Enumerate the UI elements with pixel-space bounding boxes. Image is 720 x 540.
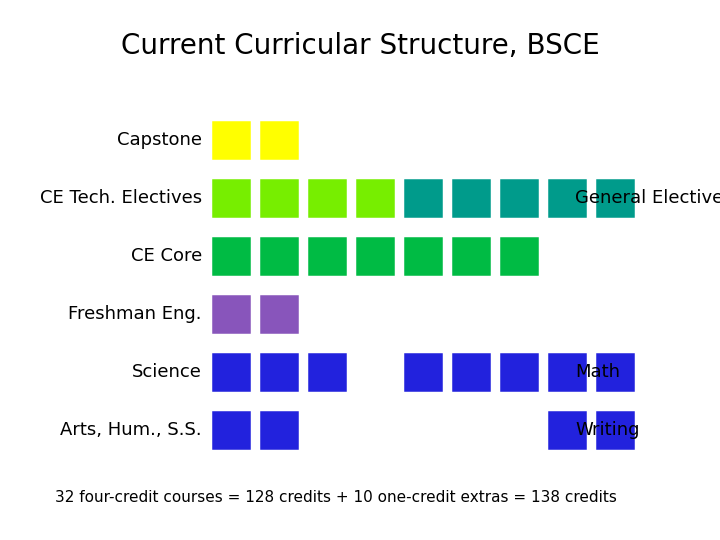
Bar [594,177,636,219]
Bar [354,177,396,219]
Bar [258,293,300,335]
Bar [450,177,492,219]
Bar [306,351,348,393]
Bar [402,177,444,219]
Bar [258,409,300,451]
Text: General Electives: General Electives [575,189,720,207]
Bar [498,177,540,219]
Bar [258,177,300,219]
Bar [402,351,444,393]
Bar [210,293,252,335]
Bar [498,235,540,277]
Bar [354,235,396,277]
Bar [210,351,252,393]
Text: CE Core: CE Core [131,247,202,265]
Bar [258,351,300,393]
Bar [546,409,588,451]
Bar [594,351,636,393]
Text: Capstone: Capstone [117,131,202,149]
Bar [546,177,588,219]
Bar [210,119,252,161]
Bar [450,351,492,393]
Bar [402,235,444,277]
Bar [546,351,588,393]
Text: CE Tech. Electives: CE Tech. Electives [40,189,202,207]
Bar [210,409,252,451]
Text: Writing: Writing [575,421,639,439]
Bar [210,177,252,219]
Bar [210,235,252,277]
Bar [594,409,636,451]
Text: Arts, Hum., S.S.: Arts, Hum., S.S. [60,421,202,439]
Bar [306,235,348,277]
Bar [258,119,300,161]
Bar [306,177,348,219]
Text: Freshman Eng.: Freshman Eng. [68,305,202,323]
Text: Math: Math [575,363,620,381]
Bar [498,351,540,393]
Text: Current Curricular Structure, BSCE: Current Curricular Structure, BSCE [121,32,599,60]
Text: Science: Science [132,363,202,381]
Bar [450,235,492,277]
Text: 32 four-credit courses = 128 credits + 10 one-credit extras = 138 credits: 32 four-credit courses = 128 credits + 1… [55,490,617,505]
Bar [258,235,300,277]
